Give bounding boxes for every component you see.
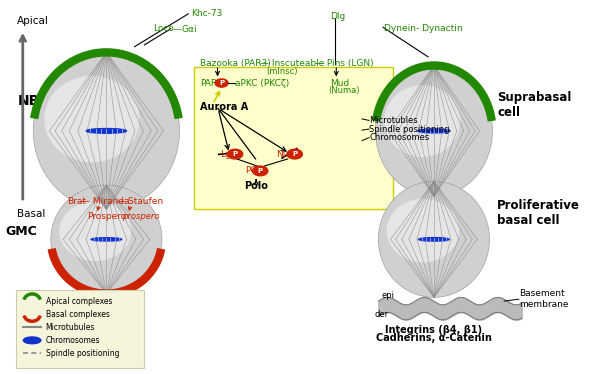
Text: Chromosomes: Chromosomes [46, 336, 100, 345]
Ellipse shape [91, 238, 122, 241]
Text: Lgl: Lgl [220, 150, 234, 159]
Ellipse shape [59, 201, 131, 261]
Ellipse shape [418, 129, 450, 133]
Text: Loco: Loco [153, 24, 174, 33]
Text: (mInsc): (mInsc) [266, 67, 298, 76]
Text: Basal: Basal [17, 209, 45, 220]
Circle shape [253, 166, 268, 176]
Circle shape [227, 149, 242, 159]
Text: GMC: GMC [5, 226, 37, 238]
Text: (Numa): (Numa) [329, 86, 360, 95]
Text: Basement
membrane: Basement membrane [519, 289, 568, 309]
FancyBboxPatch shape [16, 290, 145, 368]
Ellipse shape [384, 85, 460, 157]
Ellipse shape [51, 185, 162, 294]
Ellipse shape [33, 52, 179, 209]
Text: Integrins (β4, β1): Integrins (β4, β1) [385, 325, 482, 335]
Circle shape [287, 149, 302, 159]
Text: epi: epi [382, 291, 395, 300]
Text: —G$\mathregular{\alpha}$i: —G$\mathregular{\alpha}$i [172, 22, 198, 34]
Text: Apical: Apical [17, 16, 49, 26]
Ellipse shape [86, 129, 127, 133]
Text: Cadherins, α-Catenin: Cadherins, α-Catenin [376, 333, 492, 343]
Text: P: P [233, 151, 238, 157]
Text: Proliferative
basal cell: Proliferative basal cell [497, 199, 580, 227]
Text: Apical complexes: Apical complexes [46, 297, 112, 306]
Ellipse shape [23, 337, 41, 344]
Text: Mud: Mud [330, 79, 349, 88]
Text: Basal complexes: Basal complexes [46, 310, 109, 319]
Text: NB: NB [18, 94, 40, 108]
Text: Dynein- Dynactin: Dynein- Dynactin [384, 24, 463, 33]
Text: Bazooka (PAR3): Bazooka (PAR3) [200, 59, 271, 68]
Ellipse shape [387, 199, 459, 263]
Text: Chromosomes: Chromosomes [369, 133, 429, 142]
Text: aPKC (PKCζ): aPKC (PKCζ) [235, 79, 289, 88]
Text: P: P [257, 168, 263, 174]
Ellipse shape [376, 65, 493, 196]
Text: Brat: Brat [67, 197, 86, 206]
Text: — Inscuteable: — Inscuteable [260, 59, 325, 68]
Text: Suprabasal
cell: Suprabasal cell [497, 91, 571, 119]
Ellipse shape [379, 181, 490, 297]
Text: Polo: Polo [244, 181, 268, 191]
Text: — Staufen: — Staufen [116, 197, 163, 206]
Text: PAR6: PAR6 [200, 79, 223, 88]
Ellipse shape [419, 237, 449, 241]
Text: Dlg: Dlg [331, 12, 346, 21]
Text: Khc-73: Khc-73 [191, 9, 223, 18]
Text: PON: PON [245, 166, 264, 175]
Text: Prospero: Prospero [87, 212, 127, 221]
Text: Microtubules: Microtubules [46, 323, 95, 332]
Text: Aurora A: Aurora A [200, 102, 248, 111]
FancyBboxPatch shape [194, 67, 393, 209]
Text: der: der [375, 310, 389, 319]
Ellipse shape [44, 76, 139, 162]
Text: Spindle positioning: Spindle positioning [369, 125, 449, 134]
Text: Numb: Numb [276, 150, 303, 159]
Text: P: P [219, 80, 224, 86]
Text: Spindle positioning: Spindle positioning [46, 349, 119, 358]
Text: prospero: prospero [122, 212, 160, 221]
Text: — Miranda: — Miranda [81, 197, 130, 206]
Text: — Pins (LGN): — Pins (LGN) [315, 59, 374, 68]
Text: P: P [292, 151, 297, 157]
Text: Microtubles: Microtubles [369, 116, 418, 125]
Circle shape [215, 79, 228, 87]
